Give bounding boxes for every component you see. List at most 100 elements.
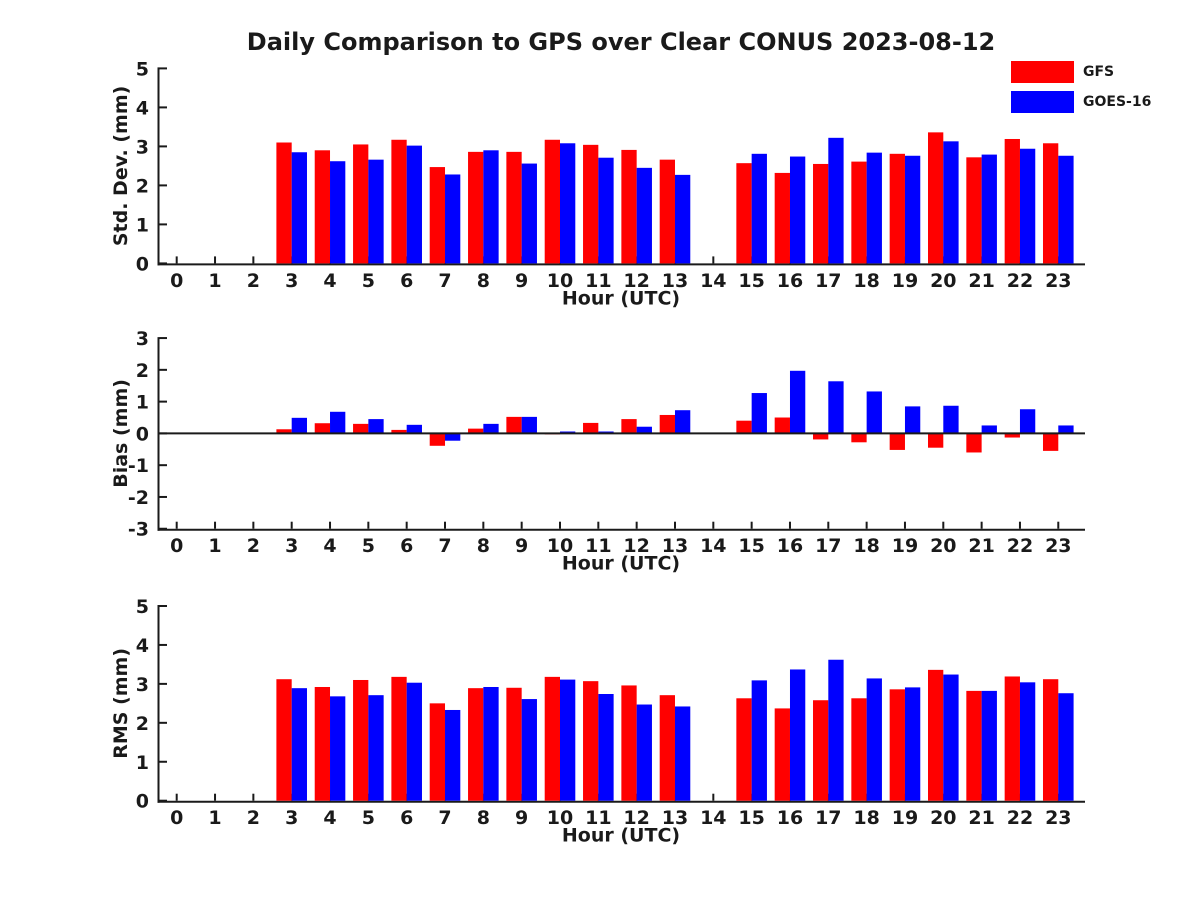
x-tick-label: 3 <box>285 270 298 292</box>
bar-gfs-h19 <box>889 433 905 450</box>
bar-goes16-h10 <box>560 679 576 801</box>
x-tick-label: 7 <box>438 535 451 557</box>
bar-goes16-h23 <box>1058 425 1074 434</box>
bar-gfs-h11 <box>583 144 599 264</box>
y-axis-label: RMS (mm) <box>110 648 132 759</box>
bar-goes16-h6 <box>406 145 422 264</box>
chart-title: Daily Comparison to GPS over Clear CONUS… <box>246 28 996 56</box>
bar-gfs-h19 <box>889 689 905 801</box>
bar-gfs-h15 <box>736 163 752 264</box>
x-tick-label: 0 <box>170 807 183 829</box>
x-tick-label: 3 <box>285 535 298 557</box>
bar-gfs-h15 <box>736 698 752 801</box>
bar-goes16-h11 <box>598 157 614 264</box>
bar-gfs-h16 <box>774 172 790 264</box>
x-tick-label: 20 <box>930 270 956 292</box>
bar-goes16-h17 <box>828 137 844 264</box>
bar-goes16-h3 <box>291 417 307 434</box>
bar-goes16-h22 <box>1019 148 1036 264</box>
x-tick-label: 15 <box>738 535 764 557</box>
x-tick-label: 16 <box>777 535 803 557</box>
x-tick-label: 15 <box>738 807 764 829</box>
x-tick-label: 0 <box>170 270 183 292</box>
bar-goes16-h8 <box>483 150 499 264</box>
bar-goes16-h11 <box>598 694 614 801</box>
x-tick-label: 4 <box>323 270 336 292</box>
legend-label-goes16: GOES-16 <box>1083 94 1152 110</box>
x-tick-label: 7 <box>438 270 451 292</box>
bar-goes16-h16 <box>789 156 806 264</box>
bar-goes16-h3 <box>291 688 307 801</box>
bar-gfs-h3 <box>276 679 292 801</box>
bar-goes16-h21 <box>981 425 997 434</box>
bar-gfs-h11 <box>583 422 599 434</box>
x-tick-label: 13 <box>662 535 688 557</box>
bar-gfs-h4 <box>314 686 331 801</box>
legend-label-gfs: GFS <box>1083 64 1115 80</box>
bar-gfs-h11 <box>583 681 599 801</box>
x-tick-label: 10 <box>547 270 573 292</box>
x-tick-label: 21 <box>968 535 994 557</box>
y-tick-label: 0 <box>136 253 149 275</box>
x-tick-label: 22 <box>1007 270 1033 292</box>
bar-goes16-h16 <box>789 669 806 801</box>
bar-goes16-h13 <box>674 410 691 434</box>
bar-gfs-h10 <box>544 676 560 801</box>
bar-goes16-h9 <box>521 416 537 434</box>
bar-goes16-h17 <box>828 659 844 801</box>
subplot-bias-mm-: 0 1 2 3 4 5 6 7 8 9 10 11 12 13 14 15 16 17 18 19 20 21 22 23-3… <box>110 328 1085 575</box>
bar-goes16-h18 <box>866 152 882 264</box>
y-tick-label: 5 <box>136 58 149 80</box>
x-tick-label: 8 <box>477 535 490 557</box>
bar-goes16-h9 <box>521 163 537 264</box>
x-tick-label: 3 <box>285 807 298 829</box>
x-tick-label: 6 <box>400 270 413 292</box>
x-tick-label: 8 <box>477 270 490 292</box>
x-tick-label: 9 <box>515 535 528 557</box>
subplot-rms-mm-: 0 1 2 3 4 5 6 7 8 9 10 11 12 13 14 15 16 17 18 19 20 21 22 2301… <box>110 596 1085 847</box>
x-tick-label: 23 <box>1045 807 1071 829</box>
bar-gfs-h5 <box>353 423 369 434</box>
bar-goes16-h15 <box>751 393 767 434</box>
x-tick-label: 6 <box>400 807 413 829</box>
bar-gfs-h4 <box>314 423 331 434</box>
y-tick-label: 1 <box>136 752 149 774</box>
bar-goes16-h5 <box>368 419 384 434</box>
y-tick-label: -2 <box>128 487 149 509</box>
x-tick-label: 14 <box>700 270 726 292</box>
bar-gfs-h13 <box>659 414 675 434</box>
bar-goes16-h21 <box>981 154 997 264</box>
bar-gfs-h12 <box>621 149 637 264</box>
y-tick-label: 1 <box>136 214 149 236</box>
x-tick-label: 20 <box>930 807 956 829</box>
x-tick-label: 18 <box>853 807 879 829</box>
x-tick-label: 20 <box>930 535 956 557</box>
y-axis-label: Bias (mm) <box>110 379 132 488</box>
bar-gfs-h18 <box>851 433 867 443</box>
x-tick-label: 12 <box>623 270 649 292</box>
x-tick-label: 13 <box>662 270 688 292</box>
bar-goes16-h4 <box>330 696 346 801</box>
x-tick-label: 23 <box>1045 270 1071 292</box>
bar-goes16-h18 <box>866 391 882 434</box>
x-tick-label: 23 <box>1045 535 1071 557</box>
legend-item-goes16: GOES-16 <box>1011 91 1151 113</box>
x-tick-label: 17 <box>815 807 841 829</box>
x-tick-label: 22 <box>1007 535 1033 557</box>
bar-gfs-h16 <box>774 708 790 801</box>
bar-gfs-h8 <box>468 688 484 801</box>
x-tick-label: 19 <box>892 807 918 829</box>
y-tick-label: 2 <box>136 713 149 735</box>
x-tick-label: 16 <box>777 270 803 292</box>
x-tick-label: 11 <box>585 270 611 292</box>
x-tick-label: 17 <box>815 270 841 292</box>
bar-goes16-h13 <box>674 174 691 264</box>
y-tick-label: 3 <box>136 328 149 350</box>
y-tick-label: 5 <box>136 596 149 618</box>
bar-goes16-h4 <box>330 411 346 434</box>
bar-goes16-h17 <box>828 381 844 434</box>
bar-gfs-h23 <box>1042 679 1059 801</box>
x-tick-label: 17 <box>815 535 841 557</box>
x-tick-label: 10 <box>547 807 573 829</box>
